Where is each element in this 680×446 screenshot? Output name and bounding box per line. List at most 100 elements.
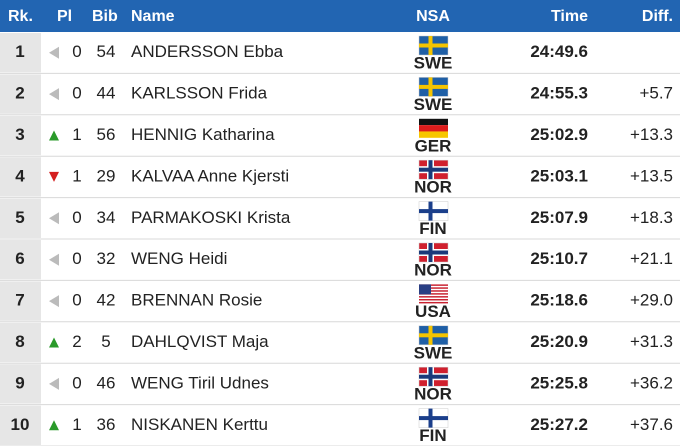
name: ANDERSSON Ebba: [131, 42, 284, 61]
bib: 34: [97, 208, 116, 227]
pl: 0: [72, 84, 81, 103]
flag-cross: [419, 209, 448, 214]
time: 25:02.9: [530, 125, 588, 144]
rank-cell: [0, 74, 41, 114]
trend-same: [49, 212, 59, 225]
nsa: SWE: [414, 95, 453, 114]
flag-stripe: [419, 118, 448, 126]
rank-cell: [0, 240, 41, 280]
flag-stripe: [419, 296, 448, 298]
rank: 9: [15, 373, 24, 392]
pl: 1: [72, 125, 81, 144]
time: 25:18.6: [530, 291, 588, 310]
rank: 4: [15, 166, 25, 185]
time: 25:25.8: [530, 373, 588, 392]
pl: 0: [72, 249, 81, 268]
time: 25:20.9: [530, 332, 588, 351]
header-pl: Pl: [57, 8, 72, 25]
nsa: GER: [415, 136, 452, 155]
time: 24:49.6: [530, 42, 588, 61]
bib: 42: [97, 291, 116, 310]
flag-cross: [419, 374, 448, 379]
diff: +13.3: [630, 125, 673, 144]
bib: 32: [97, 249, 116, 268]
trend-same: [49, 295, 59, 308]
diff: +36.2: [630, 373, 673, 392]
header-rank: Rk.: [8, 8, 33, 25]
rank-cell: [0, 33, 41, 73]
diff: +21.1: [630, 249, 673, 268]
diff: +37.6: [630, 415, 673, 434]
rank: 1: [15, 42, 24, 61]
pl: 0: [72, 42, 81, 61]
pl: 1: [72, 166, 81, 185]
pl: 0: [72, 208, 81, 227]
name: PARMAKOSKI Krista: [131, 208, 291, 227]
trend-up: [49, 130, 59, 141]
pl: 1: [72, 415, 81, 434]
name: NISKANEN Kerttu: [131, 415, 268, 434]
flag-stripe: [419, 125, 448, 132]
pl: 2: [72, 332, 81, 351]
flag-stripe: [419, 284, 448, 286]
rank-cell: [0, 198, 41, 238]
name: KALVAA Anne Kjersti: [131, 166, 289, 185]
rank-cell: [0, 364, 41, 404]
rank: 5: [15, 208, 24, 227]
time: 25:07.9: [530, 208, 588, 227]
rank: 6: [15, 249, 24, 268]
header-bar: [0, 0, 680, 32]
name: WENG Tiril Udnes: [131, 373, 269, 392]
time: 25:27.2: [530, 415, 588, 434]
rank-cell: [0, 405, 41, 445]
rank: 10: [11, 415, 30, 434]
nsa: FIN: [419, 219, 446, 238]
diff: +18.3: [630, 208, 673, 227]
nsa: FIN: [419, 426, 446, 445]
bib: 56: [97, 125, 116, 144]
pl: 0: [72, 373, 81, 392]
name: KARLSSON Frida: [131, 84, 268, 103]
nsa: NOR: [414, 260, 452, 279]
flag-stripe: [419, 290, 448, 292]
header-name: Name: [131, 8, 175, 25]
nsa: USA: [415, 302, 451, 321]
nsa: SWE: [414, 53, 453, 72]
rank: 7: [15, 291, 24, 310]
name: HENNIG Katharina: [131, 125, 275, 144]
flag-cross: [419, 333, 448, 338]
name: BRENNAN Rosie: [131, 291, 262, 310]
rank-cell: [0, 115, 41, 156]
bib: 29: [97, 166, 116, 185]
trend-same: [49, 377, 59, 390]
nsa: NOR: [414, 385, 452, 404]
time: 25:03.1: [530, 166, 588, 185]
nsa: NOR: [414, 178, 452, 197]
rank-cell: [0, 157, 41, 197]
trend-same: [49, 88, 59, 101]
bib: 44: [97, 84, 116, 103]
bib: 46: [97, 373, 116, 392]
flag-stripe: [419, 287, 448, 289]
trend-same: [49, 253, 59, 266]
flag-cross: [419, 167, 448, 172]
trend-up: [49, 337, 59, 348]
rank-cell: [0, 281, 41, 321]
rank: 3: [15, 125, 24, 144]
diff: +5.7: [639, 84, 673, 103]
nsa: SWE: [414, 343, 453, 362]
trend-up: [49, 420, 59, 431]
header-diff: Diff.: [642, 8, 673, 25]
rank: 2: [15, 84, 24, 103]
bib: 36: [97, 415, 116, 434]
header-nsa: NSA: [416, 8, 450, 25]
time: 24:55.3: [530, 84, 588, 103]
flag-stripe: [419, 299, 448, 301]
name: WENG Heidi: [131, 249, 227, 268]
header-time: Time: [551, 8, 588, 25]
header-bib: Bib: [92, 8, 118, 25]
bib: 54: [97, 42, 116, 61]
flag-stripe: [419, 301, 448, 304]
diff: +29.0: [630, 291, 673, 310]
